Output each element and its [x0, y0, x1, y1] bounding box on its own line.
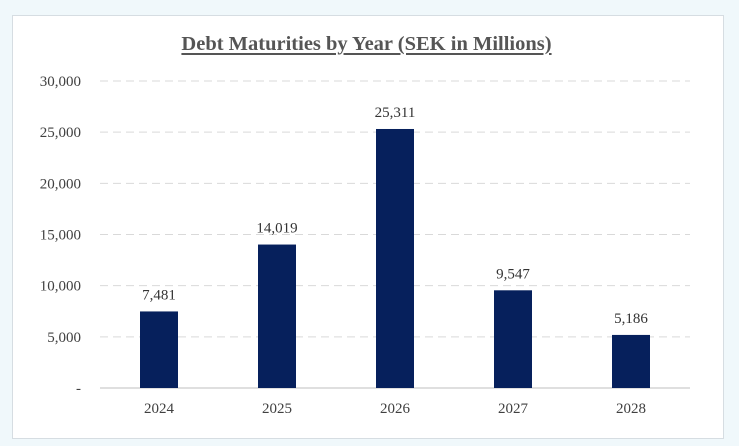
chart-frame [12, 15, 724, 439]
x-tick-label: 2026 [380, 401, 411, 417]
data-label: 5,186 [614, 311, 648, 327]
data-label: 9,547 [496, 266, 530, 282]
y-tick-label: 15,000 [40, 228, 81, 244]
data-label: 25,311 [375, 105, 416, 121]
bar [612, 334, 650, 388]
data-label: 14,019 [256, 221, 297, 237]
x-tick-label: 2024 [144, 401, 175, 417]
data-label: 7,481 [142, 287, 176, 303]
x-tick-label: 2027 [498, 401, 529, 417]
x-tick-label: 2028 [616, 401, 646, 417]
y-tick-label: 10,000 [40, 279, 81, 295]
y-tick-label: - [76, 381, 81, 397]
bar [140, 311, 178, 388]
y-tick-label: 30,000 [40, 74, 81, 90]
y-tick-label: 5,000 [47, 330, 81, 346]
bar [494, 290, 532, 388]
y-tick-label: 20,000 [40, 176, 81, 192]
x-tick-label: 2025 [262, 401, 292, 417]
bar [258, 244, 296, 388]
y-tick-label: 25,000 [40, 125, 81, 141]
bar [376, 128, 414, 388]
chart-title: Debt Maturities by Year (SEK in Millions… [181, 33, 552, 55]
